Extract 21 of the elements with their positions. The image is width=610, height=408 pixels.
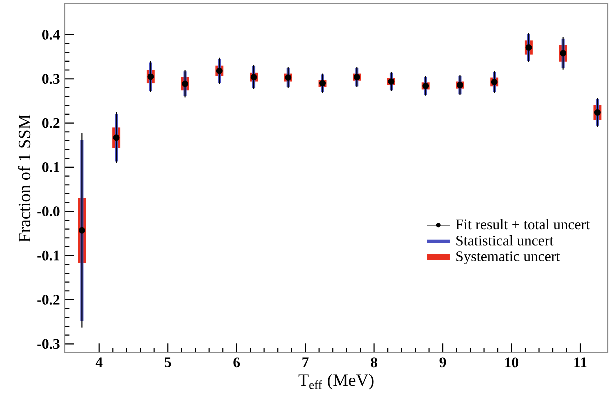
x-axis-title: T$_{eff}$ (MeV) — [298, 374, 374, 390]
x-tick-label: 10 — [506, 358, 519, 368]
legend-label: Fit result + total uncert — [456, 219, 590, 230]
x-tick-label: 8 — [371, 358, 378, 368]
y-tick-label: -0.3 — [38, 339, 60, 350]
y-tick-label: 0.2 — [42, 118, 60, 128]
y-tick-label: -0.0 — [38, 206, 60, 217]
legend-label: Statistical uncert — [456, 235, 554, 246]
x-tick-label: 4 — [96, 358, 103, 368]
y-tick-label: -0.2 — [38, 295, 60, 305]
x-tick-label: 11 — [574, 358, 587, 368]
y-tick-label: 0.3 — [42, 74, 60, 84]
legend-label: Systematic uncert — [456, 252, 560, 265]
y-axis-title: Fraction of 1 SSM — [18, 114, 31, 242]
y-tick-label: 0.1 — [42, 162, 60, 172]
x-tick-label: 7 — [302, 358, 309, 368]
y-tick-label: 0.4 — [42, 30, 60, 40]
x-tick-label: 6 — [234, 358, 240, 368]
x-tick-label: 9 — [440, 358, 446, 368]
y-tick-label: -0.1 — [38, 250, 60, 261]
x-tick-label: 5 — [165, 358, 172, 368]
